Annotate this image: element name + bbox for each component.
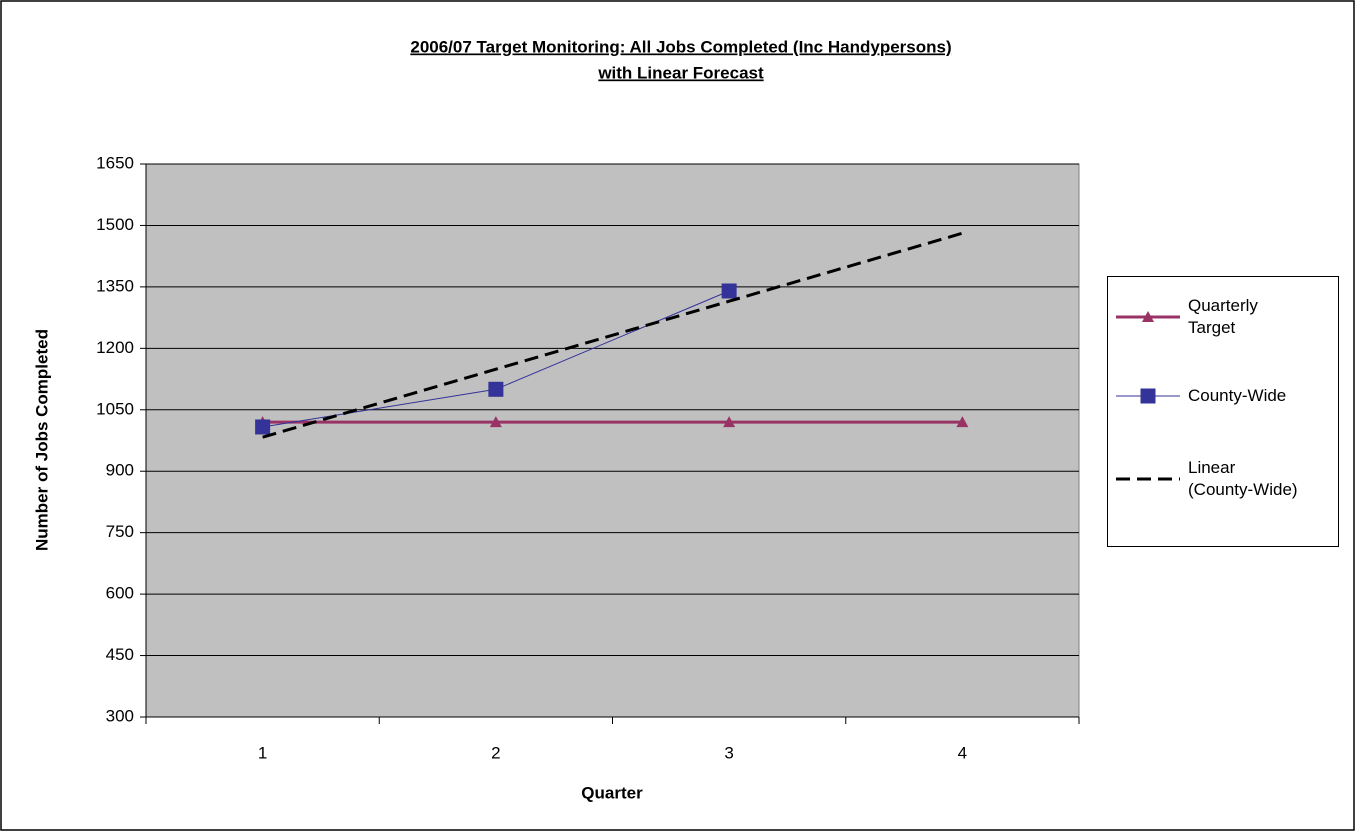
y-axis-label: Number of Jobs Completed	[32, 329, 51, 551]
x-tick-label: 1	[258, 743, 267, 762]
y-tick-label: 900	[106, 461, 134, 480]
chart-title: with Linear Forecast	[597, 63, 764, 82]
y-tick-label: 750	[106, 522, 134, 541]
y-tick-label: 1500	[96, 215, 134, 234]
chart-title: 2006/07 Target Monitoring: All Jobs Comp…	[410, 37, 951, 56]
marker	[1140, 388, 1156, 404]
y-tick-label: 600	[106, 584, 134, 603]
y-tick-label: 300	[106, 706, 134, 725]
marker	[1142, 311, 1154, 322]
marker	[255, 419, 271, 435]
y-tick-label: 1650	[96, 153, 134, 172]
plot-area	[145, 163, 1080, 718]
marker	[956, 416, 969, 428]
marker	[488, 381, 504, 397]
legend-swatch	[1116, 311, 1180, 322]
legend: Quarterly Target County-Wide Linear (Count…	[1107, 276, 1339, 547]
x-tick-label: 2	[491, 743, 500, 762]
legend-label: Quarterly Target	[1188, 296, 1258, 337]
marker	[489, 416, 502, 428]
legend-label: County-Wide	[1188, 386, 1287, 405]
x-tick-label: 4	[958, 743, 967, 762]
marker	[723, 416, 736, 428]
marker	[721, 283, 737, 299]
legend-label: Linear (County-Wide)	[1188, 458, 1298, 499]
y-tick-label: 450	[106, 645, 134, 664]
y-tick-label: 1200	[96, 338, 134, 357]
legend-entry: Linear (County-Wide)	[1108, 457, 1338, 501]
legend-swatch	[1116, 477, 1180, 481]
legend-entry: Quarterly Target	[1108, 295, 1338, 339]
legend-entry: County-Wide	[1108, 374, 1338, 418]
series-line	[262, 231, 963, 439]
x-axis-label: Quarter	[581, 783, 643, 802]
y-tick-label: 1350	[96, 276, 134, 295]
x-tick-label: 3	[724, 743, 733, 762]
y-tick-label: 1050	[96, 399, 134, 418]
legend-swatch	[1116, 388, 1180, 404]
